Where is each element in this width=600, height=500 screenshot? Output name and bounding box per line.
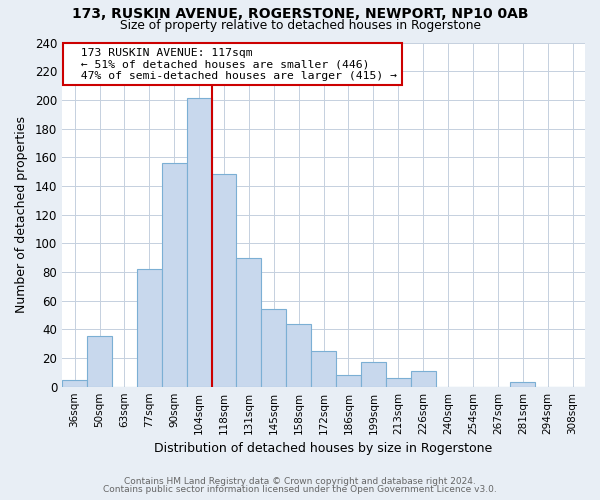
Text: Size of property relative to detached houses in Rogerstone: Size of property relative to detached ho… xyxy=(119,18,481,32)
Text: Contains public sector information licensed under the Open Government Licence v3: Contains public sector information licen… xyxy=(103,485,497,494)
Text: 173 RUSKIN AVENUE: 117sqm
  ← 51% of detached houses are smaller (446)
  47% of : 173 RUSKIN AVENUE: 117sqm ← 51% of detac… xyxy=(67,48,397,81)
Bar xyxy=(137,269,162,386)
Bar xyxy=(212,174,236,386)
Bar xyxy=(336,375,361,386)
Bar xyxy=(236,258,262,386)
Bar xyxy=(361,362,386,386)
Bar xyxy=(162,163,187,386)
Bar xyxy=(386,378,411,386)
Bar xyxy=(411,371,436,386)
Text: 173, RUSKIN AVENUE, ROGERSTONE, NEWPORT, NP10 0AB: 173, RUSKIN AVENUE, ROGERSTONE, NEWPORT,… xyxy=(72,8,528,22)
X-axis label: Distribution of detached houses by size in Rogerstone: Distribution of detached houses by size … xyxy=(154,442,493,455)
Bar xyxy=(87,336,112,386)
Bar xyxy=(62,380,87,386)
Y-axis label: Number of detached properties: Number of detached properties xyxy=(15,116,28,313)
Bar xyxy=(311,351,336,386)
Bar xyxy=(286,324,311,386)
Bar xyxy=(262,309,286,386)
Text: Contains HM Land Registry data © Crown copyright and database right 2024.: Contains HM Land Registry data © Crown c… xyxy=(124,477,476,486)
Bar xyxy=(187,98,212,387)
Bar xyxy=(511,382,535,386)
